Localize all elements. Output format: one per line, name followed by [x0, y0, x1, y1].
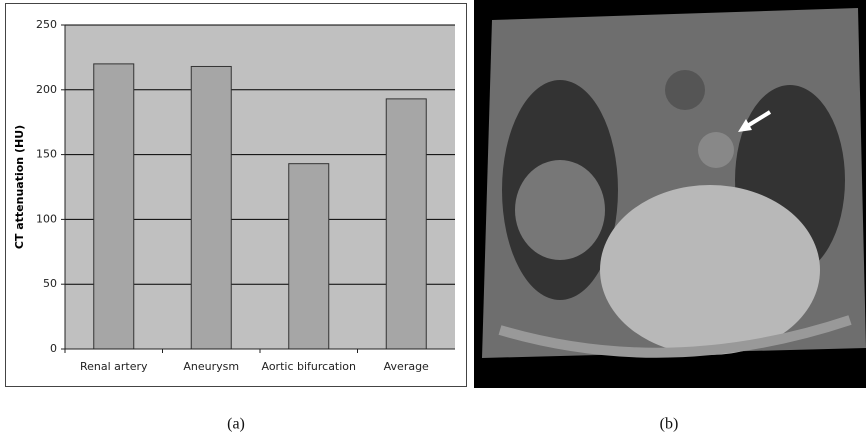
x-tick-label: Aneurysm	[183, 360, 239, 373]
caption: (b)	[660, 416, 679, 433]
y-axis-label: CT attenuation (HU)	[13, 125, 26, 249]
caption: (a)	[227, 416, 245, 433]
y-tick-label: 200	[36, 83, 57, 96]
y-tick-label: 0	[50, 342, 57, 355]
x-tick-label: Aortic bifurcation	[261, 360, 356, 373]
x-tick-label: Renal artery	[80, 360, 148, 373]
bar	[289, 164, 329, 349]
y-tick-label: 50	[43, 277, 57, 290]
y-tick-label: 150	[36, 148, 57, 161]
figure: CT attenuation (HU) (a) (b) 0 50 100 150 200…	[0, 0, 866, 441]
y-tick-label: 100	[36, 212, 57, 225]
bar	[94, 64, 134, 349]
ct-image	[474, 0, 866, 388]
x-tick-label: Average	[384, 360, 429, 373]
y-tick-label: 250	[36, 18, 57, 31]
bar	[386, 99, 426, 349]
bar	[191, 66, 231, 349]
